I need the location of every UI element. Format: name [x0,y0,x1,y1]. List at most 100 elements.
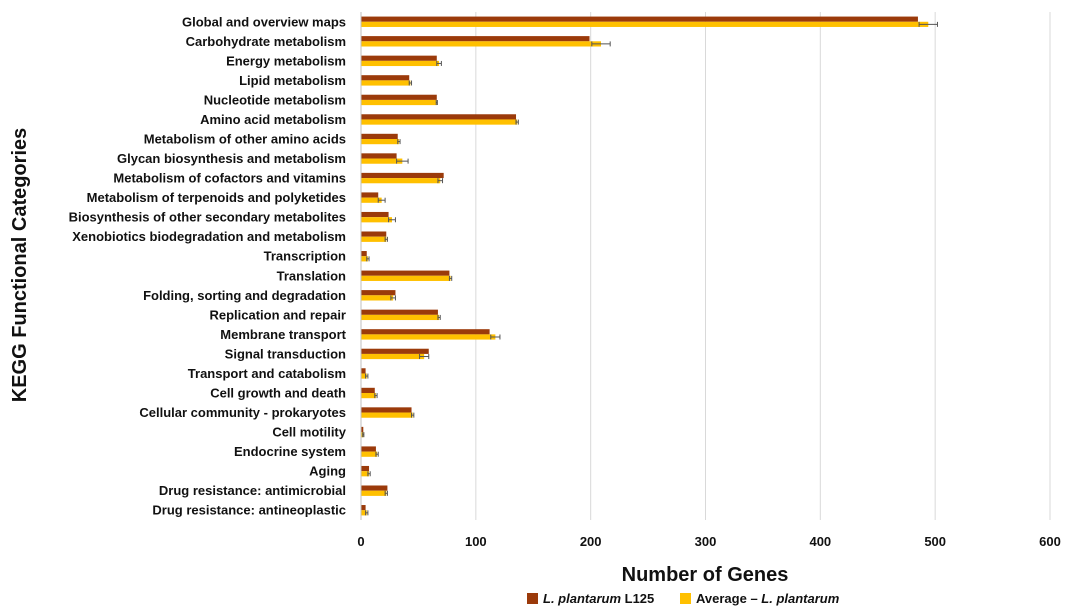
bar-average [361,99,437,106]
legend-label-l125-italic: L. plantarum [543,591,621,606]
category-label: Translation [277,268,346,283]
bar-l125 [361,114,517,120]
bar-l125 [361,75,410,81]
bar-l125 [361,133,398,139]
bar-average [361,334,496,340]
bar-average [361,275,451,281]
bar-average [361,178,441,184]
bar-l125 [361,16,918,22]
bar-average [361,60,440,67]
error-bars [362,21,938,516]
x-tick-label-400: 400 [809,534,831,549]
x-tick-label-500: 500 [924,534,946,549]
bar-average [361,295,394,301]
x-axis-title: Number of Genes [622,564,789,586]
category-label: Carbohydrate metabolism [186,34,346,49]
gridlines [475,12,1051,520]
x-tick-label-200: 200 [580,534,602,549]
bar-l125 [361,94,437,100]
category-label: Aging [309,464,346,479]
category-label: Replication and repair [209,307,346,322]
category-label: Energy metabolism [226,53,346,68]
bar-l125 [361,387,375,393]
category-label: Folding, sorting and degradation [143,288,346,303]
category-label: Transport and catabolism [188,366,346,381]
legend-label-average: Average – L. plantarum [696,591,840,606]
category-label: Cellular community - prokaryotes [139,405,346,420]
legend-label-average-plain: Average – [696,591,761,606]
bar-l125 [361,192,379,198]
x-tick-label-300: 300 [695,534,717,549]
category-label: Metabolism of terpenoids and polyketides [87,190,346,205]
category-label: Global and overview maps [182,14,346,29]
bar-average [361,451,378,457]
bar-average [361,256,368,262]
bar-l125 [361,446,376,452]
bar-l125 [361,55,437,61]
legend-swatch-average [680,593,691,604]
bar-l125 [361,505,366,511]
bar-l125 [361,251,367,257]
bar-l125 [361,465,370,472]
bar-l125 [361,172,444,179]
y-axis-title: KEGG Functional Categories [9,128,31,402]
bar-l125 [361,153,397,159]
bar-average [361,510,367,516]
bar-l125 [361,407,412,413]
bar-average [361,119,518,125]
category-label: Metabolism of cofactors and vitamins [113,171,346,186]
x-tick-label-100: 100 [465,534,487,549]
bar-average [361,217,393,223]
bar-average [361,432,364,438]
category-label: Xenobiotics biodegradation and metabolis… [72,229,346,244]
bar-average [361,353,425,360]
bar-l125 [361,485,388,491]
bar-l125 [361,309,438,315]
legend-label-average-italic: L. plantarum [761,591,839,606]
legend: L. plantarum L125 Average – L. plantarum [527,591,840,606]
category-label: Nucleotide metabolism [204,92,346,107]
bar-average [361,41,602,47]
category-label: Biosynthesis of other secondary metaboli… [69,210,346,225]
bar-l125 [361,270,450,276]
bar-average [361,471,370,477]
bar-average [361,490,387,496]
category-label: Glycan biosynthesis and metabolism [117,151,346,166]
category-label: Drug resistance: antimicrobial [159,483,346,498]
bar-l125 [361,329,490,335]
bar-l125 [361,290,396,296]
bar-average [361,197,382,203]
category-label: Amino acid metabolism [200,112,346,127]
bar-average [361,139,399,145]
bar-l125 [361,36,590,42]
bar-average [361,158,403,164]
legend-label-l125-plain: L125 [621,591,654,606]
bar-l125 [361,426,364,433]
bar-l125 [361,211,389,218]
bars [361,16,929,516]
bar-average [361,236,387,242]
legend-label-l125: L. plantarum L125 [543,591,654,606]
legend-swatch-l125 [527,593,538,604]
bar-average [361,80,411,86]
category-label: Lipid metabolism [239,73,346,88]
category-label: Cell growth and death [210,386,346,401]
category-label: Metabolism of other amino acids [144,132,346,147]
category-label: Membrane transport [220,327,346,342]
bar-average [361,21,929,27]
x-tick-labels: 0 100 200 300 400 500 600 [357,534,1060,549]
bar-l125 [361,231,387,237]
x-tick-label-0: 0 [357,534,364,549]
bar-l125 [361,368,366,374]
category-label: Drug resistance: antineoplastic [152,503,346,518]
category-label: Transcription [264,249,346,264]
x-tick-label-600: 600 [1039,534,1061,549]
category-label: Signal transduction [225,346,346,361]
bar-l125 [361,348,429,354]
bar-average [361,412,413,418]
category-label: Cell motility [272,425,346,440]
bar-average [361,314,440,321]
category-labels: Global and overview maps Carbohydrate met… [69,14,347,517]
